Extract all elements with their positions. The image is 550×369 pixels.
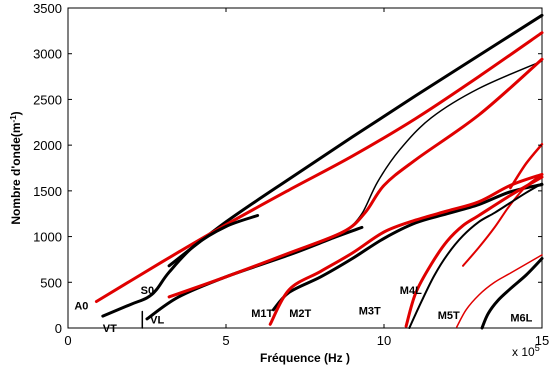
y-tick-label-7: 3500 bbox=[33, 1, 62, 16]
series-line-12 bbox=[404, 175, 544, 328]
series-line-5 bbox=[256, 60, 543, 267]
y-tick-label-2: 1000 bbox=[33, 230, 62, 245]
y-axis-title: Nombre d'onde(m-1) bbox=[9, 111, 23, 224]
y-tick-label-0: 0 bbox=[55, 321, 62, 336]
annotation-m4l: M4L bbox=[400, 285, 422, 297]
annotation-m5t: M5T bbox=[438, 310, 460, 322]
ticks-layer: 0 5 10 15 0 500 1000 1500 2000 2500 3000 3500 bbox=[33, 1, 549, 348]
x-axis-title: Fréquence (Hz ) bbox=[260, 351, 350, 365]
y-tick-label-4: 2000 bbox=[33, 138, 62, 153]
series-line-11 bbox=[408, 182, 543, 329]
annotation-vl: VL bbox=[150, 314, 164, 326]
series-line-6 bbox=[167, 57, 544, 299]
x-tick-label-3: 15 bbox=[535, 333, 549, 348]
y-axis-title-main: Nombre d'onde(m bbox=[9, 122, 23, 224]
annotation-vt: VT bbox=[103, 323, 117, 335]
annotation-m3t: M3T bbox=[359, 305, 381, 317]
x-multiplier-exponent: 5 bbox=[535, 343, 540, 353]
annotation-m6l: M6L bbox=[510, 313, 532, 325]
y-tick-label-3: 1500 bbox=[33, 184, 62, 199]
x-tick-label-1: 5 bbox=[222, 333, 229, 348]
y-axis-title-close: ) bbox=[9, 111, 23, 115]
series-line-3 bbox=[101, 214, 260, 318]
x-tick-label-2: 10 bbox=[377, 333, 391, 348]
x-tick-label-0: 0 bbox=[64, 333, 71, 348]
x-multiplier-label: x 105 bbox=[512, 343, 540, 359]
series-line-14 bbox=[455, 254, 543, 328]
series-line-13 bbox=[480, 257, 544, 330]
annotation-m2t: M2T bbox=[289, 308, 311, 320]
y-axis-title-exponent: -1 bbox=[9, 115, 18, 123]
annotation-a0: A0 bbox=[74, 301, 88, 313]
series-line-10 bbox=[509, 142, 544, 190]
y-tick-label-6: 3000 bbox=[33, 47, 62, 62]
y-tick-label-5: 2500 bbox=[33, 92, 62, 107]
y-tick-label-1: 500 bbox=[40, 275, 62, 290]
annotation-m1t: M1T bbox=[251, 308, 273, 320]
series-line-8 bbox=[268, 172, 544, 326]
annotation-s0: S0 bbox=[141, 285, 154, 297]
series-layer bbox=[94, 13, 544, 330]
annotations-layer: A0 S0 VT VL M1T M2T M3T M4L M5T M6L bbox=[74, 285, 532, 335]
series-line-7 bbox=[271, 183, 544, 312]
series-line-2 bbox=[94, 31, 544, 303]
x-multiplier-base: x 10 bbox=[512, 345, 535, 359]
series-line-1 bbox=[167, 13, 544, 268]
